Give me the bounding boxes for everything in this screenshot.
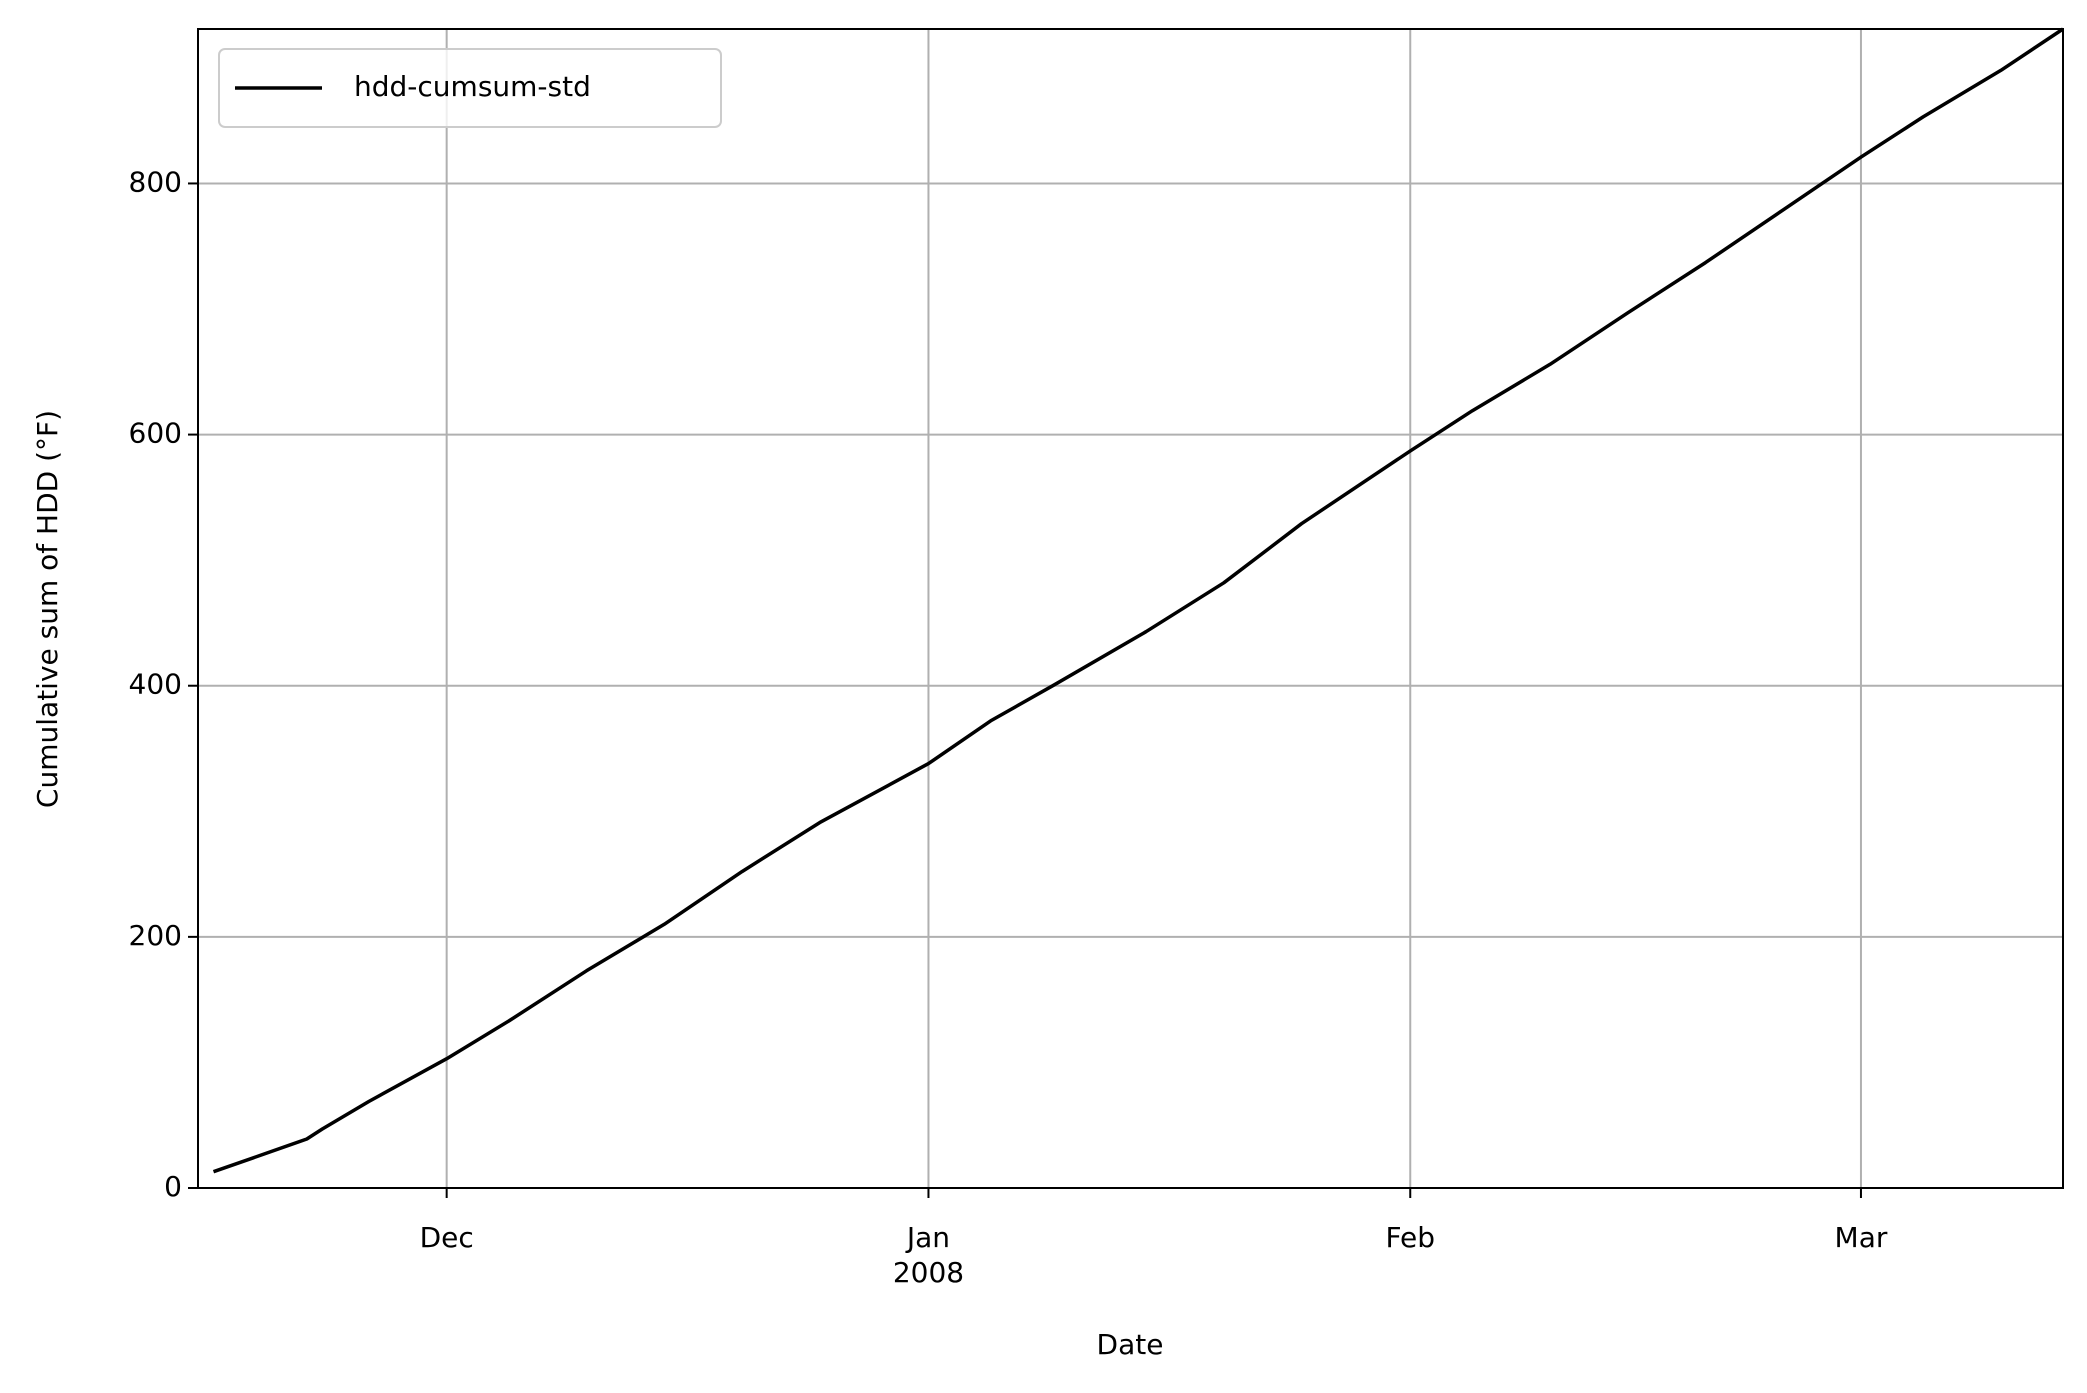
y-tick-label: 800 bbox=[129, 165, 182, 198]
legend-label: hdd-cumsum-std bbox=[354, 70, 591, 103]
y-tick-label: 0 bbox=[164, 1170, 182, 1203]
x-axis-label: Date bbox=[1097, 1328, 1164, 1361]
x-tick-label: Feb bbox=[1385, 1221, 1435, 1254]
data-line bbox=[212, 27, 2064, 1174]
y-axis-label: Cumulative sum of HDD (°F) bbox=[31, 410, 64, 808]
x-tick-label: Dec bbox=[420, 1221, 474, 1254]
x-tick-label: Mar bbox=[1835, 1221, 1888, 1254]
y-tick-label: 200 bbox=[129, 919, 182, 952]
y-tick-label: 600 bbox=[129, 417, 182, 450]
legend-box bbox=[218, 48, 722, 128]
y-tick-label: 400 bbox=[129, 668, 182, 701]
x-tick-label: Jan 2008 bbox=[893, 1221, 964, 1289]
plot-frame bbox=[197, 28, 2064, 1189]
